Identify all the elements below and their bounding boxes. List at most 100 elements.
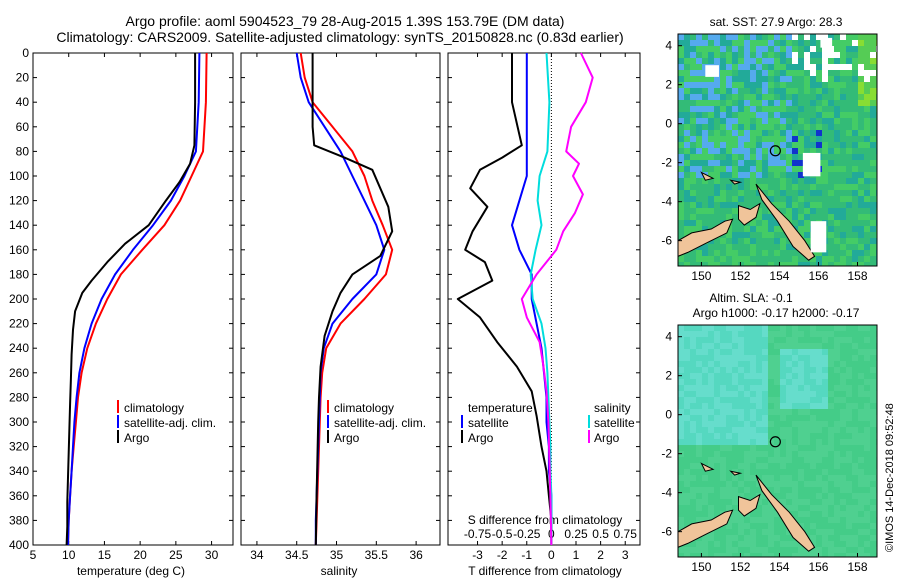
sst-cell	[828, 172, 834, 178]
sla-cell	[864, 457, 870, 463]
sst-cell	[762, 142, 768, 148]
sla-cell	[822, 433, 828, 439]
sla-cell	[774, 451, 780, 457]
sst-cell	[846, 208, 852, 214]
sst-cell	[756, 40, 762, 46]
land-mass	[678, 218, 734, 257]
sst-cell	[846, 88, 852, 94]
sla-cell	[840, 457, 846, 463]
sst-cell	[864, 232, 870, 238]
sst-cell	[780, 238, 786, 244]
sst-cell	[714, 148, 720, 154]
sst-cell	[738, 154, 744, 160]
sst-cell	[696, 202, 702, 208]
sst-cell	[744, 64, 750, 70]
sst-cell	[834, 106, 840, 112]
sla-cell	[852, 325, 858, 331]
sst-cell	[834, 58, 840, 64]
sst-cell	[840, 100, 846, 106]
y-tick-label: 200	[9, 292, 29, 306]
sst-cell	[768, 178, 774, 184]
sla-cell	[720, 481, 726, 487]
sst-cell	[774, 46, 780, 52]
sst-cell	[786, 154, 792, 160]
sla-cell	[786, 331, 792, 337]
sla-cell	[828, 517, 834, 523]
sst-cell	[756, 106, 762, 112]
sla-cell	[834, 415, 840, 421]
sla-cell	[720, 463, 726, 469]
sst-cell	[738, 100, 744, 106]
sst-cell	[858, 148, 864, 154]
sla-cell	[744, 331, 750, 337]
sla-cell	[864, 493, 870, 499]
sla-cell	[858, 385, 864, 391]
argo-profile-marker	[769, 145, 781, 157]
sst-cell	[738, 262, 744, 266]
sst-cell	[786, 208, 792, 214]
sla-cell	[744, 487, 750, 493]
sst-cell	[762, 34, 768, 40]
sla-cell	[822, 493, 828, 499]
sst-cell	[738, 232, 744, 238]
sla-cell	[768, 523, 774, 529]
sst-cell	[678, 70, 684, 76]
sst-cell	[726, 250, 732, 256]
sst-cell	[750, 256, 756, 262]
sst-cell	[792, 88, 798, 94]
sla-cell	[864, 361, 870, 367]
sst-cell	[870, 76, 876, 82]
sst-cell	[720, 46, 726, 52]
sst-cell	[780, 46, 786, 52]
sla-cell	[864, 505, 870, 511]
sst-cell	[786, 202, 792, 208]
sst-cell	[822, 58, 828, 64]
sst-cell	[804, 76, 810, 82]
sst-cell	[702, 214, 708, 220]
sla-cell	[816, 499, 822, 505]
sst-cell	[684, 34, 690, 40]
x-tick-label: 5	[30, 548, 37, 562]
sst-cell	[798, 40, 804, 46]
sla-cell	[756, 469, 762, 475]
sla-cell	[858, 445, 864, 451]
sla-cell	[684, 487, 690, 493]
sla-cell	[798, 397, 804, 403]
sla-cell	[780, 475, 786, 481]
sla-cell	[720, 529, 726, 535]
sst-cell	[744, 76, 750, 82]
sla-cell	[822, 553, 828, 557]
sst-cell	[756, 166, 762, 172]
sst-cell	[696, 64, 702, 70]
sst-cell	[702, 262, 708, 266]
sst-cell	[786, 130, 792, 136]
sla-cell	[792, 439, 798, 445]
sla-cell	[804, 361, 810, 367]
sla-cell	[792, 409, 798, 415]
sla-cell	[720, 487, 726, 493]
sst-cell	[780, 142, 786, 148]
sst-cell	[858, 136, 864, 142]
sla-cell	[792, 421, 798, 427]
sst-cell	[840, 148, 846, 154]
sla-cell	[720, 475, 726, 481]
sst-cell	[708, 196, 714, 202]
sst-cell	[684, 136, 690, 142]
sla-cell	[822, 523, 828, 529]
sla-cell	[756, 535, 762, 541]
sst-cell	[696, 118, 702, 124]
sst-cell	[732, 76, 738, 82]
sla-cell	[738, 415, 744, 421]
panel-frame	[240, 52, 441, 546]
sst-cell	[858, 130, 864, 136]
sla-cell	[816, 451, 822, 457]
sst-cell	[750, 118, 756, 124]
sla-cell	[792, 379, 798, 385]
sla-cell	[708, 391, 714, 397]
sla-cell	[780, 457, 786, 463]
sla-cell	[858, 541, 864, 547]
sst-cell	[756, 112, 762, 118]
sst-cell	[798, 178, 804, 184]
sla-cell	[834, 457, 840, 463]
sla-cell	[696, 475, 702, 481]
